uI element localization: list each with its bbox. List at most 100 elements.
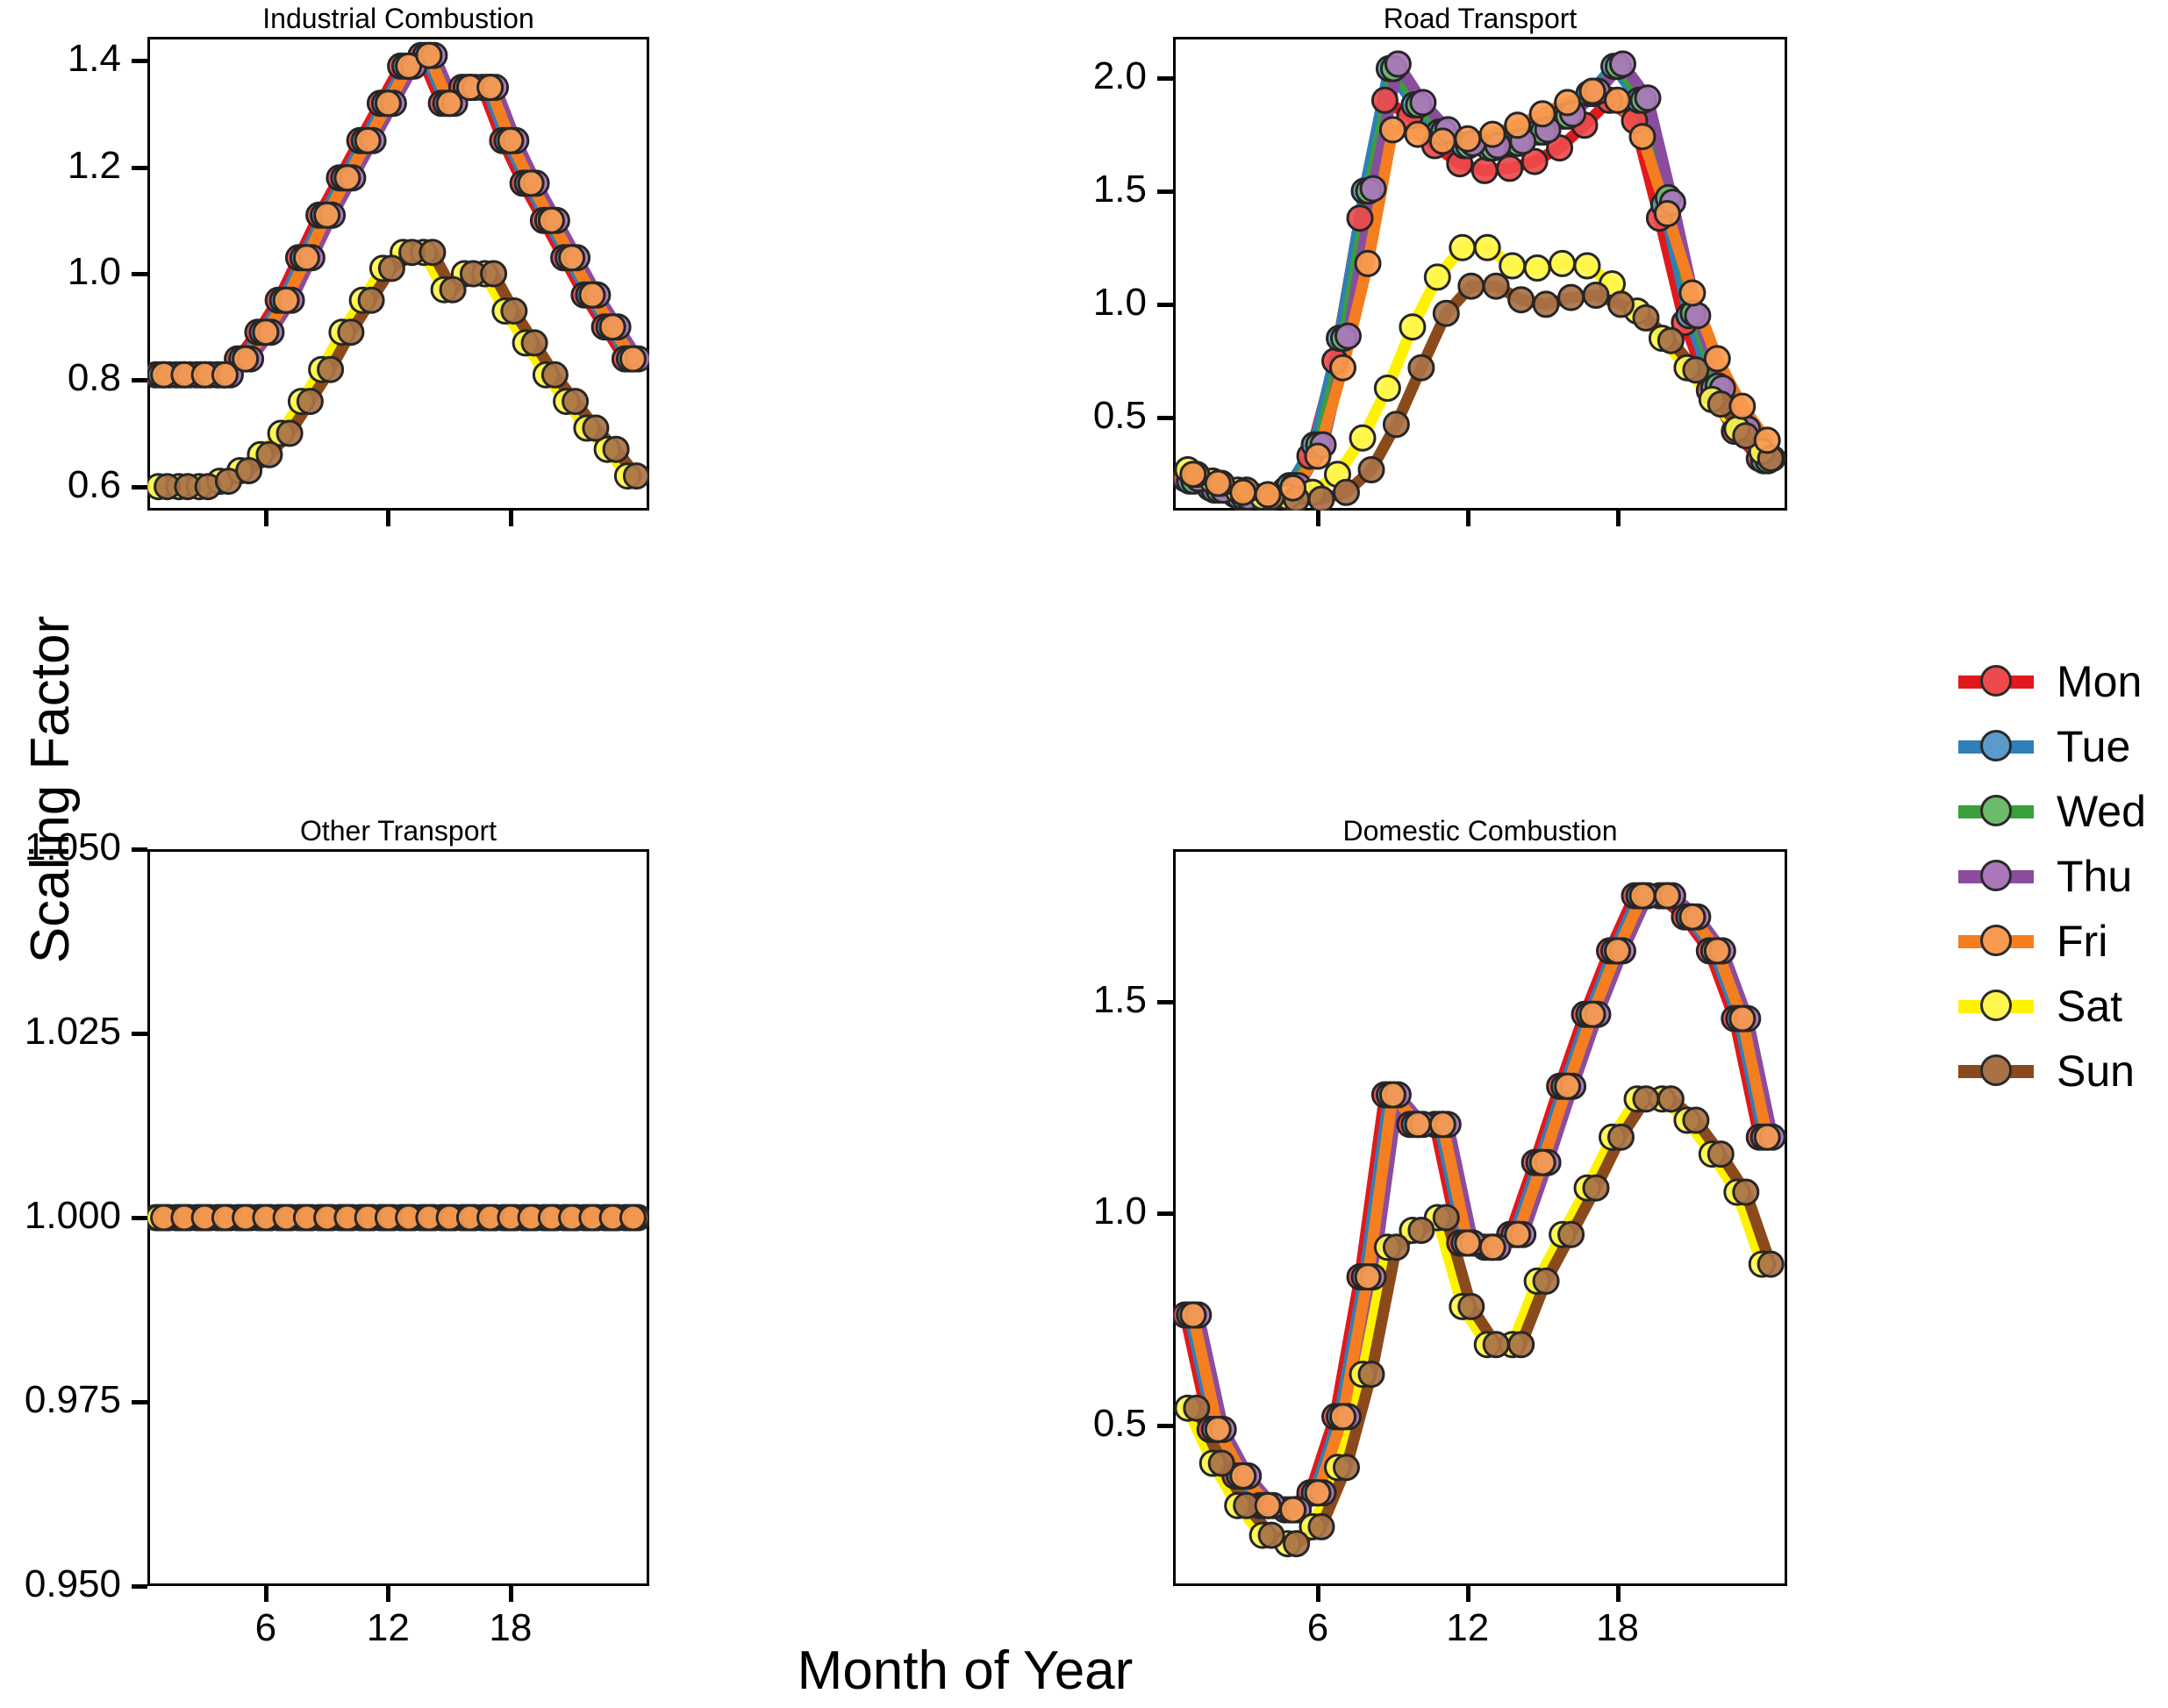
- legend-label: Sat: [2057, 982, 2123, 1031]
- data-point-fri: [558, 244, 586, 272]
- data-point-fri: [1329, 1403, 1356, 1431]
- legend-marker-dot: [1980, 1054, 2012, 1086]
- data-point-sun: [1682, 1106, 1710, 1134]
- legend-item-wed[interactable]: Wed: [1958, 779, 2160, 844]
- data-point-fri: [374, 89, 402, 118]
- legend-item-sat[interactable]: Sat: [1958, 974, 2160, 1039]
- data-point-fri: [1753, 1123, 1781, 1151]
- legend-item-fri[interactable]: Fri: [1958, 909, 2160, 974]
- legend-key-swatch: [1958, 857, 2034, 896]
- data-point-sun: [317, 355, 345, 383]
- data-point-mon: [1346, 204, 1374, 232]
- x-tick-label: 6: [254, 1606, 277, 1649]
- series-canvas: [147, 41, 649, 501]
- data-point-fri: [1354, 1263, 1382, 1291]
- data-point-fri: [1628, 123, 1656, 151]
- data-point-mon: [1496, 154, 1524, 182]
- legend-key-swatch: [1958, 662, 2034, 701]
- data-point-fri: [1678, 279, 1706, 307]
- data-point-fri: [1653, 882, 1681, 910]
- y-tick-label: 1.0: [1092, 1190, 1147, 1233]
- y-tick-label: 1.000: [24, 1194, 121, 1237]
- data-point-sun: [1632, 304, 1660, 332]
- data-point-sun: [520, 329, 548, 357]
- data-point-sat: [1423, 263, 1451, 291]
- data-point-sat: [1549, 249, 1577, 277]
- data-point-sun: [419, 239, 447, 267]
- legend-key-swatch: [1958, 987, 2034, 1026]
- x-tick-mark: [263, 1586, 268, 1602]
- data-point-fri: [1578, 1000, 1606, 1028]
- data-point-fri: [517, 169, 545, 197]
- data-point-fri: [1454, 1229, 1482, 1257]
- legend-item-mon[interactable]: Mon: [1958, 649, 2160, 714]
- x-tick-mark: [1316, 1586, 1321, 1602]
- data-point-sun: [562, 388, 590, 416]
- data-point-fri: [1428, 1111, 1456, 1139]
- data-point-sun: [377, 254, 405, 282]
- x-tick-mark: [1465, 511, 1470, 526]
- x-tick-label: 12: [366, 1606, 410, 1649]
- legend-label: Sun: [2057, 1047, 2135, 1096]
- data-point-fri: [1229, 478, 1257, 506]
- y-tick-mark: [132, 165, 147, 170]
- data-point-sun: [622, 462, 649, 490]
- data-point-sun: [1407, 354, 1435, 382]
- x-tick-mark: [1615, 1586, 1621, 1602]
- x-tick-label: 18: [489, 1606, 533, 1649]
- data-point-sun: [1283, 1530, 1311, 1558]
- x-tick-mark: [1465, 1586, 1470, 1602]
- y-tick-label: 1.4: [67, 37, 121, 81]
- legend-label: Wed: [2057, 787, 2146, 836]
- series-line-sun: [1191, 1093, 1777, 1550]
- data-point-fri: [1179, 461, 1207, 489]
- data-point-fri: [1604, 86, 1631, 114]
- y-tick-mark: [1157, 416, 1173, 421]
- data-point-sun: [480, 260, 508, 288]
- y-tick-label: 1.0: [1092, 280, 1147, 324]
- x-tick-label: 12: [1446, 1606, 1490, 1649]
- data-point-fri: [1254, 481, 1282, 509]
- y-tick-mark: [132, 484, 147, 490]
- legend-item-tue[interactable]: Tue: [1958, 714, 2160, 779]
- panel-title: Industrial Combustion: [262, 3, 534, 34]
- y-tick-label: 1.2: [67, 143, 121, 187]
- y-tick-mark: [1157, 302, 1173, 307]
- y-tick-mark: [132, 1032, 147, 1036]
- data-point-sat: [1399, 313, 1427, 341]
- x-tick-mark: [1316, 511, 1321, 526]
- data-point-sat: [1523, 254, 1551, 282]
- legend-item-thu[interactable]: Thu: [1958, 844, 2160, 909]
- data-point-fri: [1728, 392, 1757, 420]
- data-point-fri: [1279, 1496, 1307, 1524]
- data-point-sun: [1757, 1250, 1785, 1278]
- series-canvas: [147, 1204, 649, 1232]
- legend: Mon Tue Wed Thu Fri Sat Sun: [1958, 649, 2160, 1104]
- data-point-sun: [296, 388, 324, 416]
- panel-road-transport: Road Transport: [1173, 4, 1787, 511]
- data-point-mon: [1520, 147, 1549, 175]
- data-point-fri: [1753, 426, 1781, 454]
- series-canvas: [1173, 882, 1786, 1558]
- y-tick-label: 1.050: [24, 825, 121, 868]
- data-point-fri: [1528, 1148, 1556, 1176]
- y-tick-label: 1.5: [1092, 167, 1147, 211]
- data-point-sun: [1557, 1220, 1585, 1248]
- x-tick-mark: [508, 511, 513, 526]
- data-point-fri: [1279, 474, 1307, 502]
- series-canvas: [1173, 50, 1786, 511]
- legend-item-sun[interactable]: Sun: [1958, 1039, 2160, 1104]
- data-point-sun: [439, 275, 467, 304]
- data-point-fri: [1653, 200, 1681, 227]
- x-tick-label: 6: [1306, 1606, 1329, 1649]
- data-point-sun: [337, 318, 365, 347]
- data-point-fri: [1678, 903, 1706, 931]
- data-point-sun: [1482, 272, 1510, 300]
- data-point-fri: [497, 126, 525, 154]
- y-tick-mark: [132, 378, 147, 383]
- data-point-sun: [1656, 1085, 1685, 1113]
- data-point-fri: [1504, 1220, 1532, 1248]
- legend-marker-dot: [1980, 795, 2012, 826]
- data-point-sun: [275, 419, 304, 447]
- y-tick-label: 0.950: [24, 1562, 121, 1605]
